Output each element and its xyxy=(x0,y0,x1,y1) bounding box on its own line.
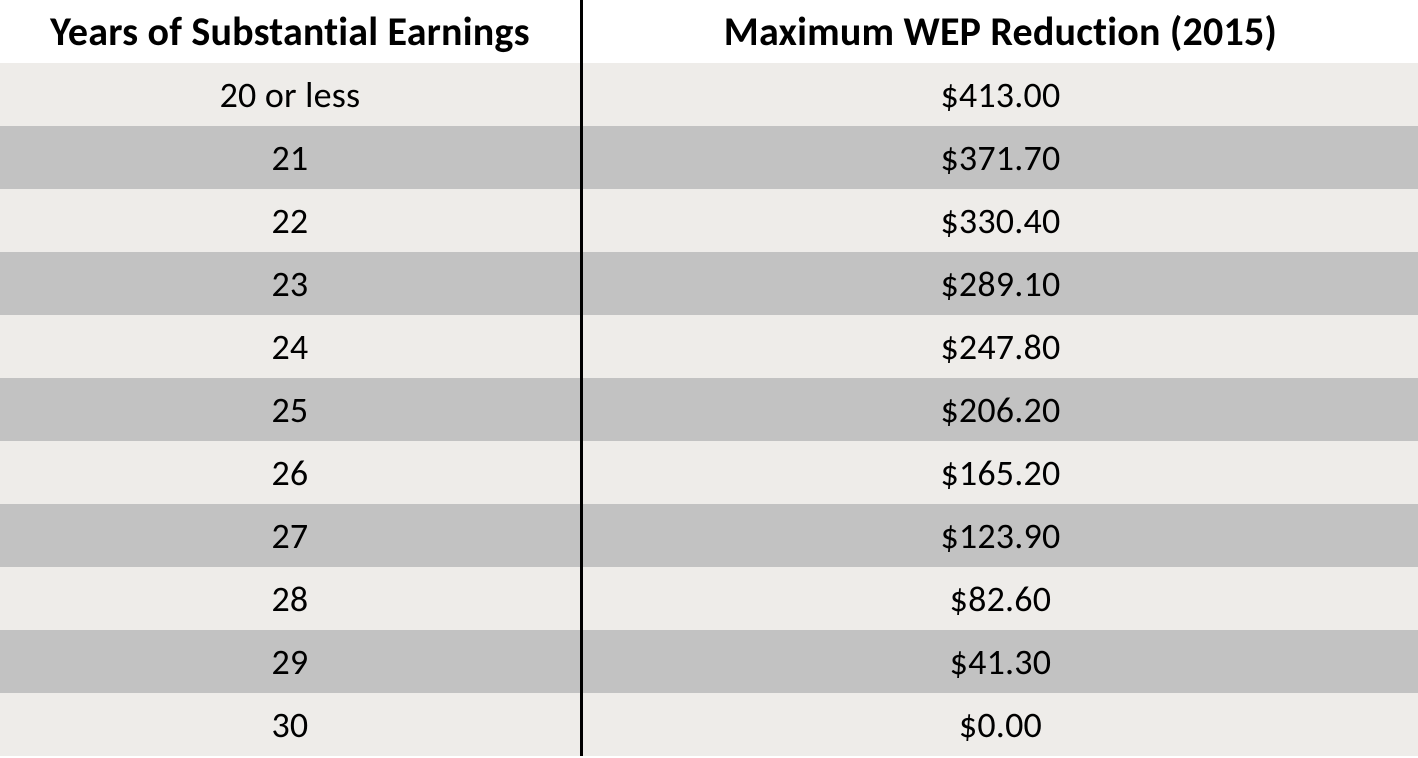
cell-reduction: $330.40 xyxy=(581,189,1418,252)
table-row: 28$82.60 xyxy=(0,567,1418,630)
cell-years: 23 xyxy=(0,252,581,315)
table-row: 22$330.40 xyxy=(0,189,1418,252)
table-row: 30$0.00 xyxy=(0,693,1418,756)
cell-reduction: $206.20 xyxy=(581,378,1418,441)
cell-reduction: $0.00 xyxy=(581,693,1418,756)
cell-reduction: $82.60 xyxy=(581,567,1418,630)
table-row: 20 or less$413.00 xyxy=(0,63,1418,126)
cell-years: 24 xyxy=(0,315,581,378)
table-row: 21$371.70 xyxy=(0,126,1418,189)
cell-reduction: $413.00 xyxy=(581,63,1418,126)
cell-years: 26 xyxy=(0,441,581,504)
wep-table: Years of Substantial Earnings Maximum WE… xyxy=(0,0,1418,756)
table-row: 25$206.20 xyxy=(0,378,1418,441)
cell-reduction: $289.10 xyxy=(581,252,1418,315)
cell-reduction: $247.80 xyxy=(581,315,1418,378)
table-row: 26$165.20 xyxy=(0,441,1418,504)
table-row: 27$123.90 xyxy=(0,504,1418,567)
cell-years: 30 xyxy=(0,693,581,756)
table-body: 20 or less$413.0021$371.7022$330.4023$28… xyxy=(0,63,1418,756)
cell-years: 28 xyxy=(0,567,581,630)
cell-years: 20 or less xyxy=(0,63,581,126)
table-row: 24$247.80 xyxy=(0,315,1418,378)
table-header-row: Years of Substantial Earnings Maximum WE… xyxy=(0,0,1418,63)
cell-years: 29 xyxy=(0,630,581,693)
cell-years: 27 xyxy=(0,504,581,567)
cell-reduction: $41.30 xyxy=(581,630,1418,693)
cell-years: 21 xyxy=(0,126,581,189)
col-header-years: Years of Substantial Earnings xyxy=(0,0,581,63)
cell-years: 22 xyxy=(0,189,581,252)
cell-reduction: $371.70 xyxy=(581,126,1418,189)
table-row: 23$289.10 xyxy=(0,252,1418,315)
cell-reduction: $123.90 xyxy=(581,504,1418,567)
col-header-reduction: Maximum WEP Reduction (2015) xyxy=(581,0,1418,63)
cell-years: 25 xyxy=(0,378,581,441)
table-row: 29$41.30 xyxy=(0,630,1418,693)
cell-reduction: $165.20 xyxy=(581,441,1418,504)
